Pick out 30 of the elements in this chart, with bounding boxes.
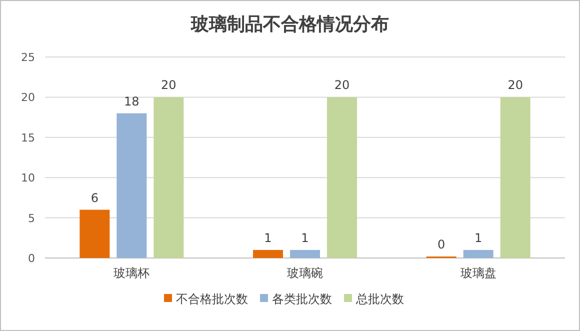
x-tick-label: 玻璃盘 xyxy=(460,266,496,280)
bar xyxy=(463,250,494,258)
legend-label: 总批次数 xyxy=(355,292,404,306)
bar xyxy=(80,210,110,258)
bar xyxy=(500,97,530,258)
data-label: 20 xyxy=(508,78,523,92)
chart-title: 玻璃制品不合格情况分布 xyxy=(190,14,389,35)
data-label: 20 xyxy=(161,78,176,92)
data-label: 1 xyxy=(474,230,482,245)
y-tick-label: 15 xyxy=(21,131,35,144)
y-tick-label: 10 xyxy=(21,172,35,185)
bar xyxy=(154,97,184,258)
data-label: 20 xyxy=(334,78,350,92)
data-label: 0 xyxy=(438,238,446,252)
y-tick-label: 5 xyxy=(28,212,35,225)
y-tick-label: 25 xyxy=(21,51,35,64)
data-label: 1 xyxy=(301,230,309,245)
bar xyxy=(116,113,147,258)
bar xyxy=(327,97,357,258)
y-tick-label: 0 xyxy=(28,252,35,265)
legend-label: 各类批次数 xyxy=(272,292,332,306)
data-label: 1 xyxy=(264,230,272,245)
bar xyxy=(290,250,320,258)
data-label: 18 xyxy=(124,94,140,108)
bar xyxy=(253,250,283,258)
y-tick-label: 20 xyxy=(21,91,35,104)
x-tick-label: 玻璃碗 xyxy=(287,266,323,280)
x-tick-label: 玻璃杯 xyxy=(114,266,150,280)
data-label: 6 xyxy=(90,190,98,205)
legend-label: 不合格批次数 xyxy=(176,292,248,306)
